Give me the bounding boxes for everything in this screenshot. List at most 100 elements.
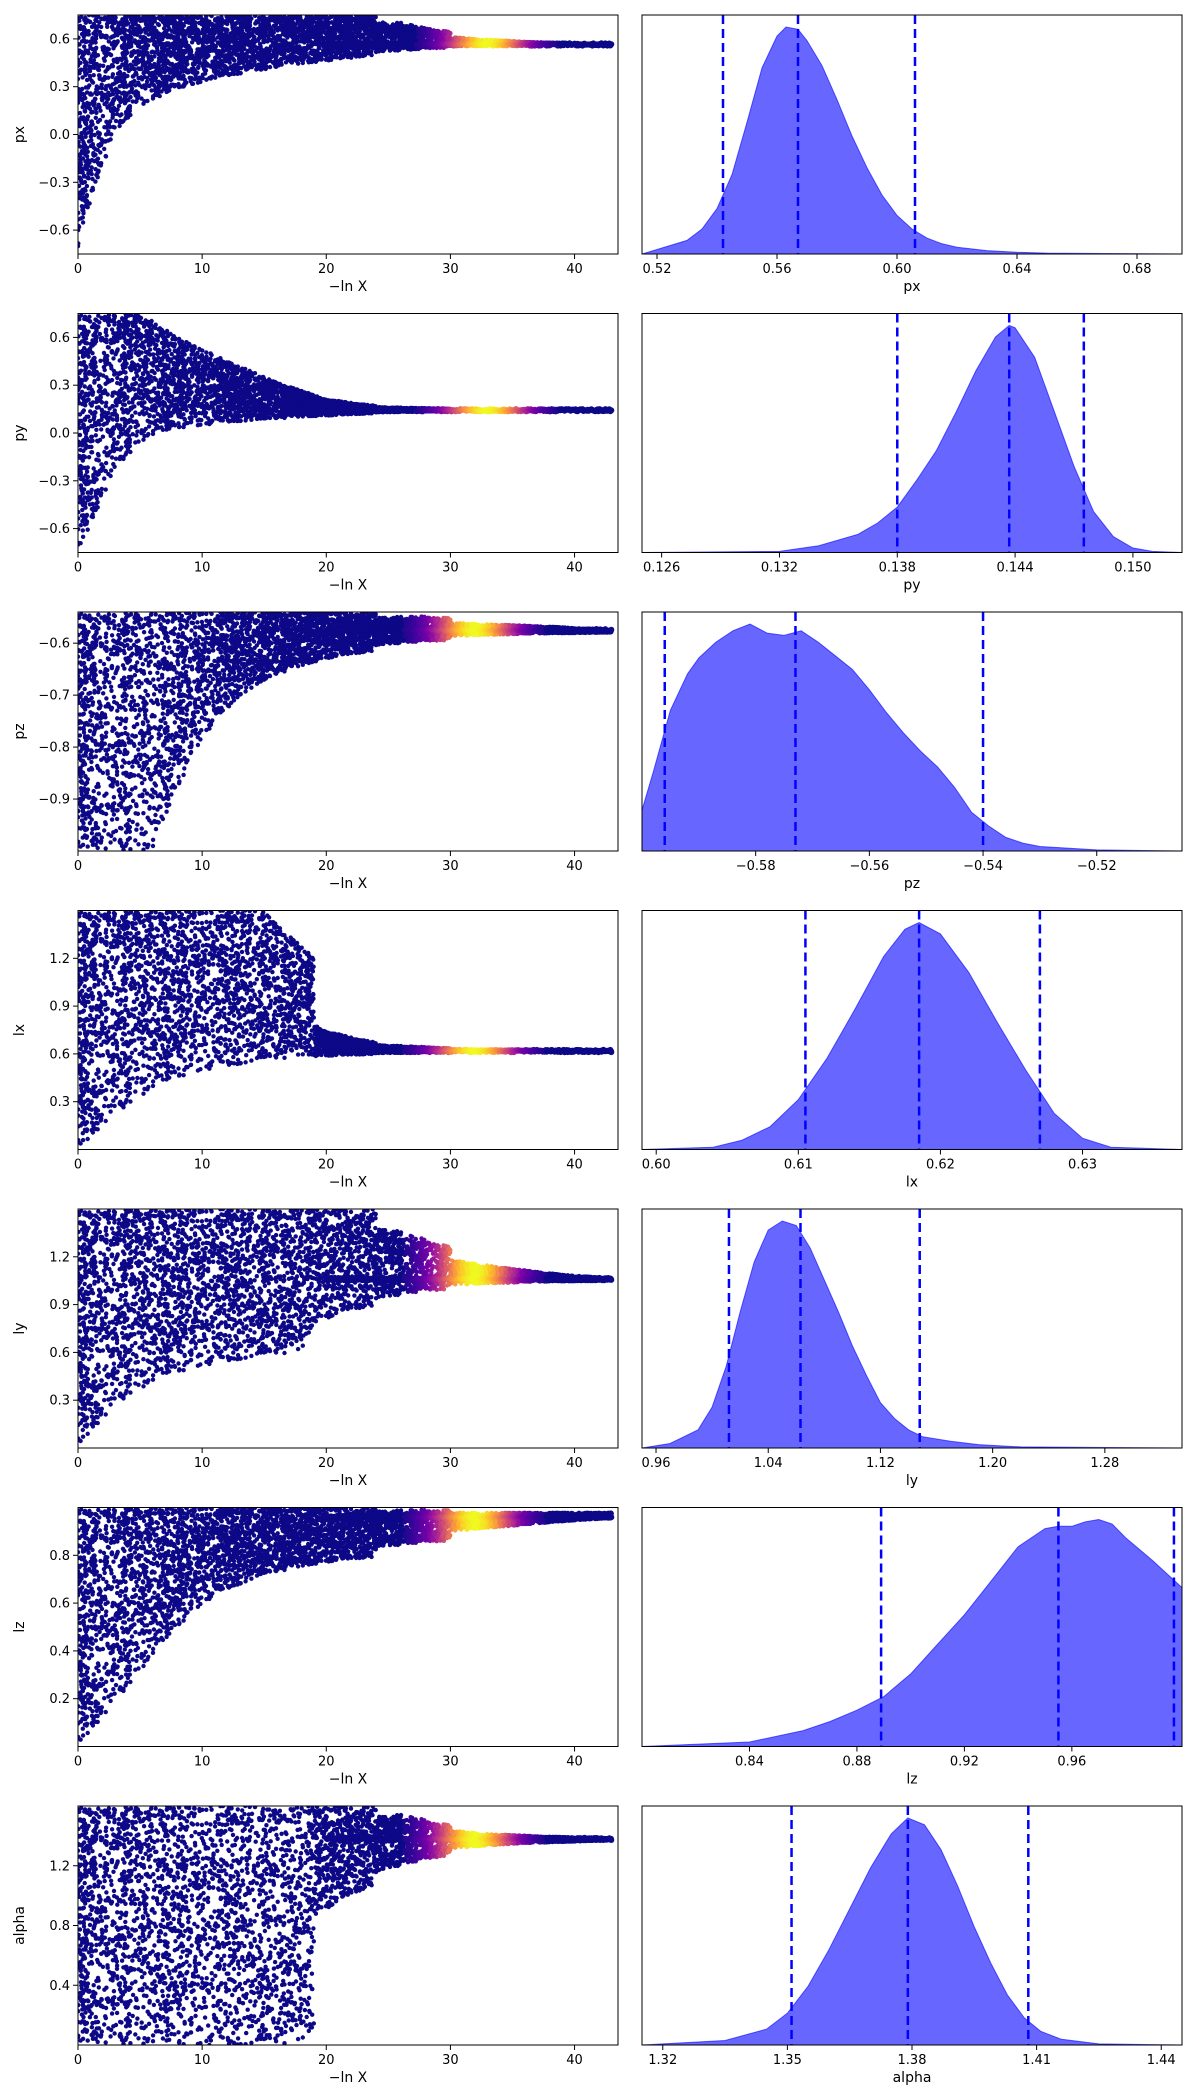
trace-point <box>80 187 85 193</box>
trace-point <box>136 23 141 29</box>
trace-point <box>235 48 241 53</box>
trace-point <box>94 18 99 23</box>
trace-point <box>185 61 190 67</box>
trace-point <box>311 30 316 35</box>
trace-point <box>124 18 129 24</box>
trace-point <box>157 84 162 90</box>
trace-point <box>118 64 123 70</box>
trace-point <box>186 26 191 31</box>
trace-point <box>199 18 205 23</box>
trace-point <box>281 38 286 43</box>
trace-point <box>173 67 178 73</box>
trace-point <box>328 34 333 39</box>
trace-point <box>119 83 125 88</box>
trace-point <box>171 48 176 53</box>
trace-point <box>195 80 201 85</box>
trace-point <box>87 106 93 112</box>
trace-point <box>156 68 161 73</box>
trace-point <box>381 48 386 54</box>
trace-point <box>345 54 350 60</box>
trace-point <box>81 173 87 178</box>
trace-point <box>128 24 133 30</box>
trace-point <box>126 105 132 110</box>
trace-point <box>125 33 130 39</box>
trace-point <box>392 48 398 53</box>
trace-point <box>162 69 167 75</box>
trace-point <box>154 45 160 50</box>
trace-point <box>159 45 165 51</box>
trace-point <box>78 63 81 68</box>
trace-point <box>130 80 135 85</box>
trace-point <box>133 93 138 98</box>
trace-point <box>82 44 87 49</box>
trace-point <box>236 66 241 72</box>
trace-point <box>102 15 108 20</box>
trace-point <box>296 50 301 56</box>
trace-point <box>252 15 258 18</box>
trace-point <box>78 183 82 189</box>
trace-point <box>239 39 245 44</box>
trace-point <box>162 42 168 47</box>
trace-point <box>189 17 194 23</box>
trace-point <box>258 24 263 29</box>
trace-point <box>132 38 138 43</box>
trace-point <box>313 15 318 20</box>
trace-point <box>78 143 81 148</box>
trace-point <box>313 26 319 31</box>
trace-point <box>322 15 327 19</box>
trace-point <box>114 41 119 46</box>
trace-point <box>102 146 107 152</box>
trace-point <box>270 60 276 65</box>
trace-point <box>279 44 284 50</box>
trace-point <box>329 15 334 19</box>
trace-point <box>83 72 88 78</box>
trace-point <box>200 41 205 46</box>
trace-point <box>112 20 117 26</box>
trace-point <box>360 32 366 38</box>
trace-point <box>324 48 329 54</box>
trace-point <box>317 29 322 34</box>
trace-point <box>117 56 123 61</box>
trace-point <box>324 36 329 41</box>
trace-point <box>132 72 138 77</box>
trace-point <box>104 125 110 130</box>
trace-point <box>323 53 328 58</box>
trace-point <box>176 64 181 70</box>
trace-point <box>93 96 98 102</box>
trace-point <box>242 64 247 69</box>
trace-point <box>78 18 82 23</box>
trace-point <box>194 27 199 32</box>
trace-point <box>166 41 171 46</box>
trace-point <box>84 39 90 44</box>
trace-point <box>237 56 243 61</box>
trace-point <box>111 97 117 102</box>
trace-point <box>96 103 101 108</box>
trace-point <box>112 15 118 20</box>
trace-point <box>91 24 97 29</box>
trace-point <box>103 153 108 159</box>
trace-point <box>169 44 174 49</box>
trace-point <box>153 75 159 81</box>
trace-point <box>126 68 131 74</box>
trace-point <box>167 88 172 93</box>
trace-point <box>189 40 195 45</box>
trace-point <box>85 149 91 154</box>
trace-point <box>268 26 273 31</box>
trace-point <box>108 119 113 124</box>
trace-point <box>104 100 109 105</box>
trace-point <box>161 62 166 68</box>
trace-point <box>94 84 100 89</box>
trace-point <box>362 20 367 25</box>
trace-point <box>96 63 101 69</box>
trace-point <box>159 89 164 94</box>
trace-point <box>155 80 160 85</box>
trace-point <box>93 125 99 131</box>
trace-point <box>172 84 177 89</box>
trace-point <box>177 55 183 60</box>
trace-point <box>177 84 182 89</box>
trace-point <box>85 18 91 23</box>
trace-point <box>235 16 240 21</box>
trace-point <box>283 33 288 38</box>
trace-point <box>124 59 129 65</box>
trace-point <box>82 143 88 148</box>
